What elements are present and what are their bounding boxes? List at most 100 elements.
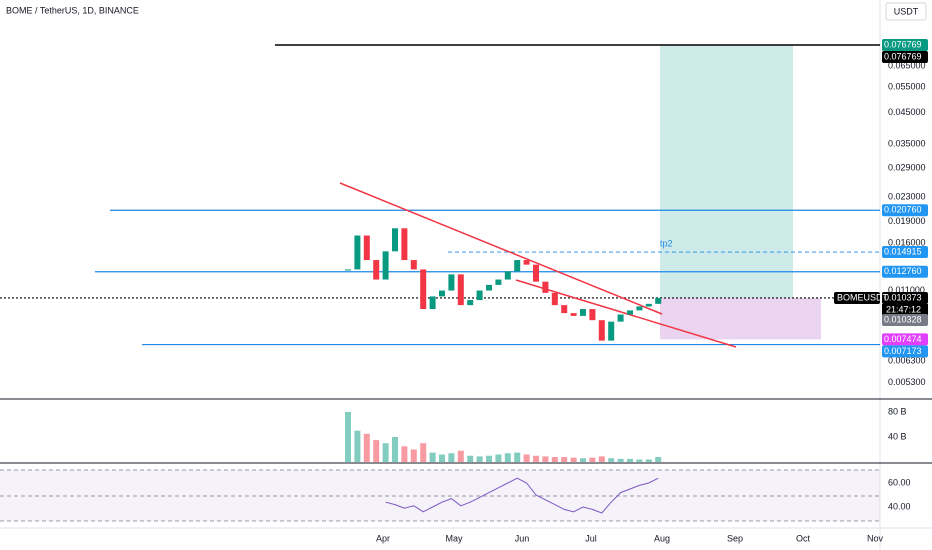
price-tick-label: 0.045000: [888, 107, 926, 117]
volume-bar: [523, 454, 530, 462]
candle: [551, 292, 558, 306]
symbol-tag: [834, 291, 880, 304]
price-tag-label: 0.076769: [884, 51, 922, 61]
symbol-title: BOME / TetherUS, 1D, BINANCE: [6, 5, 139, 15]
volume-bar: [392, 436, 398, 462]
candle: [476, 290, 483, 301]
volume-bar: [570, 457, 577, 462]
volume-bar: [476, 456, 483, 462]
candle: [420, 269, 427, 310]
target-zone: [660, 44, 793, 298]
candle: [617, 314, 624, 322]
candle: [542, 281, 549, 293]
candle: [457, 274, 464, 306]
price-tag: [882, 38, 928, 51]
price-tick-label: 0.029000: [888, 162, 926, 172]
price-tick-label: 0.019000: [888, 216, 926, 226]
volume-bar: [655, 456, 662, 462]
price-tag-label: 0.020760: [884, 205, 922, 215]
volume-bar: [486, 455, 492, 462]
volume-bar: [504, 453, 511, 462]
candle: [486, 284, 492, 291]
volume-bar: [561, 456, 568, 462]
candle: [392, 228, 398, 252]
rsi-tick-label: 60.00: [888, 477, 911, 487]
candle: [598, 320, 605, 341]
candle: [636, 306, 643, 311]
price-tick-label: 0.005300: [888, 377, 926, 387]
volume-bar: [636, 459, 643, 462]
volume-bar: [467, 455, 474, 462]
price-tick-label: 0.035000: [888, 139, 926, 149]
volume-bar: [514, 452, 521, 462]
candle: [589, 309, 596, 321]
time-label: Oct: [796, 533, 811, 543]
volume-bar: [401, 446, 408, 462]
candle: [627, 310, 633, 315]
candle: [561, 305, 568, 314]
volume-bar: [363, 433, 370, 462]
candle: [354, 235, 361, 270]
volume-tick-label: 40 B: [888, 431, 907, 441]
candle: [580, 309, 586, 316]
currency-box: [885, 2, 927, 21]
candle: [373, 260, 380, 280]
candle: [655, 297, 662, 304]
price-tag: [882, 246, 928, 259]
tp2-label: tp2: [660, 238, 673, 248]
rsi-tick-label: 40.00: [888, 501, 911, 511]
price-tag-label: 0.007474: [884, 334, 922, 344]
volume-bar: [495, 454, 502, 462]
time-label: Jul: [585, 533, 597, 543]
currency: USDT: [894, 6, 919, 16]
price-tag-label: 0.010373: [884, 292, 922, 302]
volume-bar: [589, 457, 596, 462]
candle: [467, 300, 474, 306]
candle: [363, 235, 370, 261]
price-tick-label: 0.006300: [888, 355, 926, 365]
symbol-tag-label: BOMEUSDT: [837, 292, 889, 302]
volume-bar: [608, 458, 615, 462]
price-tag-label: 0.014915: [884, 246, 922, 256]
volume-bar: [373, 440, 380, 462]
candle: [495, 279, 502, 285]
price-tick-label: 0.065000: [888, 60, 926, 70]
price-tag: [882, 204, 928, 217]
candle: [533, 264, 539, 282]
candle: [645, 303, 652, 307]
volume-bar: [410, 449, 417, 462]
time-label: Nov: [867, 533, 884, 543]
price-tag: [882, 345, 928, 358]
price-tag: [882, 333, 928, 346]
rsi-line: [385, 477, 659, 514]
volume-bar: [551, 456, 558, 462]
price-tag-label: 0.012760: [884, 266, 922, 276]
time-label: Apr: [376, 533, 390, 543]
volume-bar: [627, 458, 633, 462]
price-tag-label: 0.010328: [884, 314, 922, 324]
volume-bar: [598, 456, 605, 462]
volume-bar: [542, 456, 549, 462]
candle: [345, 269, 351, 271]
volume-bar: [429, 452, 436, 462]
trend-line: [339, 182, 663, 315]
time-label: Sep: [727, 533, 743, 543]
countdown-box: [882, 303, 928, 315]
countdown: 21:47:12: [886, 304, 921, 314]
stop-zone: [660, 297, 821, 340]
price-tick-label: 0.023000: [888, 192, 926, 202]
time-label: May: [445, 533, 463, 543]
rsi-band: [0, 470, 880, 521]
volume-bar: [345, 411, 351, 462]
volume-bar: [533, 455, 539, 462]
candle: [401, 228, 408, 261]
price-tick-label: 0.016000: [888, 238, 926, 248]
price-tag: [882, 291, 928, 304]
price-tick-label: 0.011000: [888, 285, 925, 295]
volume-bar: [580, 458, 586, 462]
volume-bar: [382, 443, 389, 462]
volume-bar: [420, 443, 427, 462]
price-tag: [882, 50, 928, 63]
candle: [410, 260, 417, 270]
